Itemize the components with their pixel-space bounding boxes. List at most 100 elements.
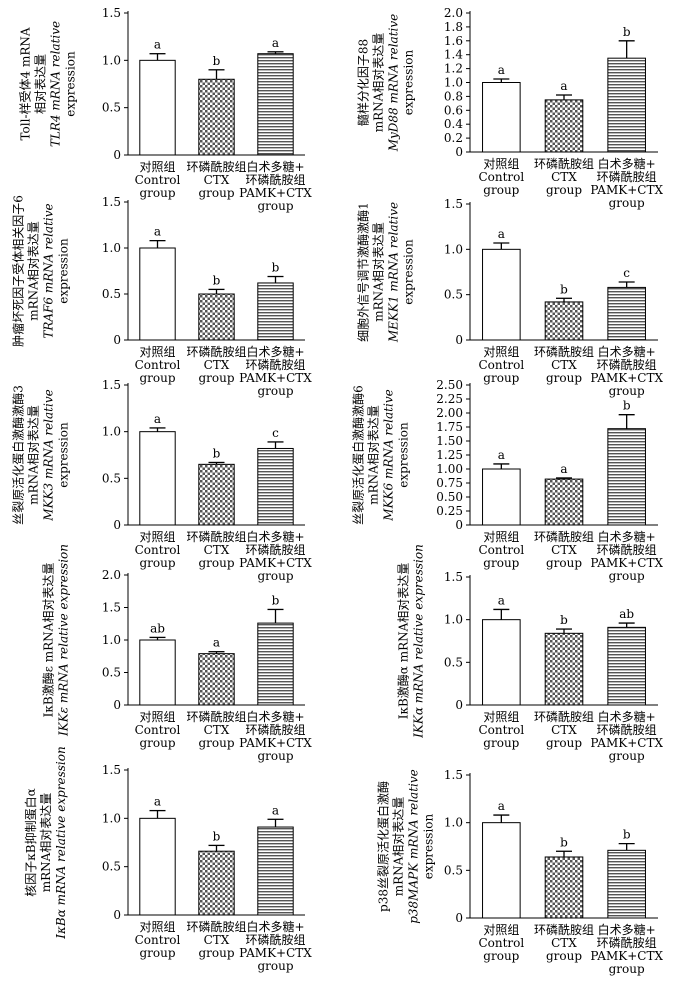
category-label: 对照组 [139,160,175,174]
category-label: CTX [551,170,577,184]
y-tick-label: 0 [113,698,121,712]
bar [607,286,646,341]
category-label: PAMK+CTX [239,946,312,960]
category-label: PAMK+CTX [239,736,312,750]
y-tick-label: 1.0 [102,53,121,67]
y-tick-label: 0 [113,518,121,532]
significance-letter: a [213,636,220,650]
y-tick-label: 1.50 [436,434,463,448]
significance-letter: b [623,25,631,39]
category-label: 对照组 [483,157,519,171]
category-label: PAMK+CTX [239,556,312,570]
significance-letter: b [272,261,280,275]
category-label: 环磷酰胺组 [597,357,657,372]
significance-letter: b [623,828,631,842]
category-label: 环磷酰胺组 [597,935,657,950]
y-axis-label: mRNA相对表达量 [372,33,386,133]
category-label: 环磷酰胺组 [186,159,246,174]
category-label: group [483,556,519,570]
y-axis-label: mRNA相对表达量 [27,221,41,321]
y-axis-label: IκB激酶α mRNA相对表达量 [396,563,411,720]
category-label: 环磷酰胺组 [186,344,246,359]
significance-letter: a [498,593,505,607]
y-axis-label: expression [64,51,78,117]
chart-panel-6: 00.250.500.751.001.251.501.752.002.252.5… [351,378,664,583]
category-label: Control [135,173,181,187]
category-label: 白术多糖+ [598,709,656,724]
category-label: group [198,946,234,960]
category-label: group [198,736,234,750]
y-tick-label: 1.0 [102,811,121,825]
y-axis-label: TRAF6 mRNA relative [42,203,56,338]
significance-letter: b [623,399,631,413]
category-label: group [609,196,645,210]
y-axis-label: MKK3 mRNA relative [42,389,56,521]
category-label: 对照组 [483,345,519,359]
y-axis-label: IKKε mRNA relative expression [57,544,71,737]
category-label: PAMK+CTX [590,556,663,570]
bar [607,57,646,153]
chart-panel-7: 00.51.01.52.0ab对照组Controlgroupa环磷酰胺组CTXg… [41,544,313,763]
category-label: 环磷酰胺组 [534,156,594,171]
category-label: 白术多糖+ [598,529,656,544]
chart-panel-3: 00.51.01.5a对照组Controlgroupb环磷酰胺组CTXgroup… [11,195,313,398]
bar [257,447,294,526]
y-tick-label: 2.25 [436,392,463,406]
y-tick-label: 0.25 [436,504,463,518]
bar [544,632,584,706]
category-label: 白术多糖+ [598,156,656,171]
y-tick-label: 1.0 [444,816,463,830]
category-label: 环磷酰胺组 [597,542,657,557]
category-label: group [483,949,519,963]
category-label: 白术多糖+ [598,922,656,937]
bar [198,78,235,156]
y-tick-label: 1.5 [102,378,121,392]
category-label: CTX [551,936,577,950]
category-label: 白术多糖+ [246,344,304,359]
y-tick-label: 1.5 [102,601,121,615]
category-label: group [139,186,175,200]
category-label: 环磷酰胺组 [597,722,657,737]
category-label: group [609,569,645,583]
category-label: group [257,749,293,763]
chart-panel-2: 00.20.40.60.81.01.21.41.61.82.0 a 对照组Contr… [356,6,664,210]
category-label: PAMK+CTX [239,186,312,200]
y-tick-label: 1.2 [444,62,463,76]
significance-letter: ab [150,621,165,635]
y-axis-label: expression [422,813,436,879]
bar [198,463,235,526]
y-tick-label: 0.2 [444,131,463,145]
category-label: CTX [204,173,230,187]
significance-letter: b [272,593,280,607]
category-label: 对照组 [483,530,519,544]
category-label: group [139,556,175,570]
y-tick-label: 1.5 [444,768,463,782]
significance-letter: a [498,799,505,813]
bar [198,653,235,706]
y-tick-label: 0 [455,333,463,347]
y-axis-label: mRNA相对表达量 [39,793,53,893]
significance-letter: a [154,412,161,426]
category-label: group [546,736,582,750]
y-tick-label: 2.0 [444,6,463,20]
y-tick-label: 1.75 [436,420,463,434]
significance-letter: b [560,282,568,296]
y-tick-label: 2.00 [436,406,463,420]
y-tick-label: 1.6 [444,34,463,48]
bar [544,99,584,153]
y-tick-label: 0.75 [436,476,463,490]
category-label: CTX [204,723,230,737]
bar [198,293,235,341]
bar [482,619,521,706]
bar [257,826,294,916]
category-label: CTX [551,723,577,737]
y-tick-label: 0 [113,333,121,347]
category-label: 环磷酰胺组 [597,169,657,184]
y-tick-label: 1.0 [102,241,121,255]
y-axis-label: MyD88 mRNA relative [387,14,401,153]
y-axis-label: expression [57,238,71,304]
category-label: Control [135,723,181,737]
category-label: 对照组 [139,920,175,934]
category-label: group [546,556,582,570]
